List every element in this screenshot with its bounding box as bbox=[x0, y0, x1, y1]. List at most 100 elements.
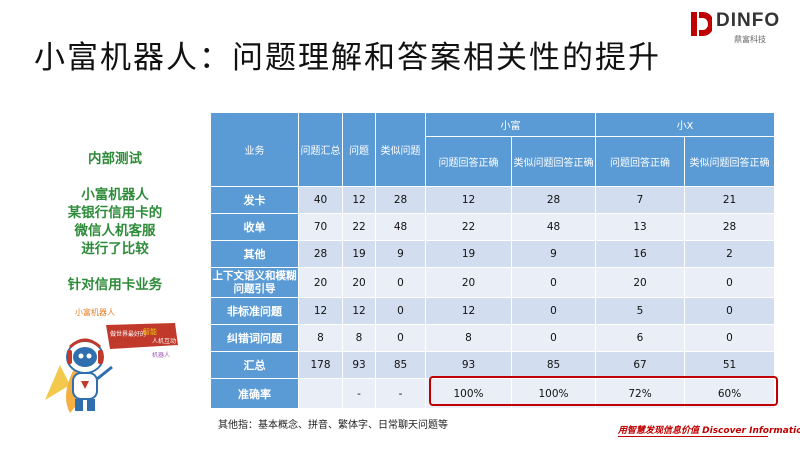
table-cell: 19 bbox=[425, 240, 512, 268]
slide-title: 小富机器人：问题理解和答案相关性的提升 bbox=[34, 40, 661, 76]
table-row: 收单 70 22 48 22 48 13 28 bbox=[210, 213, 775, 241]
table-cell: 0 bbox=[684, 267, 775, 298]
table-cell: 0 bbox=[511, 267, 596, 298]
row-label: 其他 bbox=[210, 240, 299, 268]
table-cell: - bbox=[375, 378, 426, 409]
table-cell: 22 bbox=[342, 213, 376, 241]
table-row: 上下文语义和模糊问题引导 20 20 0 20 0 20 0 bbox=[210, 267, 775, 298]
table-cell: 178 bbox=[298, 351, 343, 379]
table-cell: 40 bbox=[298, 186, 343, 214]
header-group-b: 小X bbox=[595, 112, 775, 137]
table-cell: 85 bbox=[511, 351, 596, 379]
table-cell: 12 bbox=[425, 297, 512, 325]
mascot-label: 机器人 bbox=[152, 351, 170, 359]
table-cell: 16 bbox=[595, 240, 685, 268]
table-cell: 21 bbox=[684, 186, 775, 214]
row-label: 汇总 bbox=[210, 351, 299, 379]
table-cell: 7 bbox=[595, 186, 685, 214]
table-cell: 12 bbox=[342, 297, 376, 325]
left-line: 进行了比较 bbox=[81, 241, 149, 257]
row-label: 准确率 bbox=[210, 378, 299, 409]
header-a-correct: 问题回答正确 bbox=[425, 136, 512, 187]
table-cell: 0 bbox=[684, 324, 775, 352]
slogan-underline bbox=[618, 436, 768, 437]
table-cell: 0 bbox=[511, 297, 596, 325]
left-line: 针对信用卡业务 bbox=[67, 277, 163, 293]
mascot-label: 做世界最好的 bbox=[110, 330, 146, 338]
table-cell: 19 bbox=[342, 240, 376, 268]
table-cell: - bbox=[342, 378, 376, 409]
logo-subtext: 鼎富科技 bbox=[734, 35, 766, 44]
mascot-label: 小富机器人 bbox=[75, 307, 115, 317]
row-label: 发卡 bbox=[210, 186, 299, 214]
table-cell: 28 bbox=[511, 186, 596, 214]
table-cell bbox=[298, 378, 343, 409]
table-row: 准确率 - - 100% 100% 72% 60% bbox=[210, 378, 775, 409]
row-label: 收单 bbox=[210, 213, 299, 241]
table-cell: 67 bbox=[595, 351, 685, 379]
row-label: 纠错词问题 bbox=[210, 324, 299, 352]
table-row: 发卡 40 12 28 12 28 7 21 bbox=[210, 186, 775, 214]
table-cell: 0 bbox=[375, 324, 426, 352]
accuracy-highlight-box bbox=[429, 376, 778, 406]
table-cell: 48 bbox=[375, 213, 426, 241]
table-cell: 12 bbox=[298, 297, 343, 325]
table-cell: 5 bbox=[595, 297, 685, 325]
table-cell: 12 bbox=[342, 186, 376, 214]
header-group-a: 小富 bbox=[425, 112, 596, 137]
header-summary: 问题汇总 bbox=[298, 112, 343, 187]
table-cell: 13 bbox=[595, 213, 685, 241]
table-cell: 8 bbox=[342, 324, 376, 352]
table-cell: 2 bbox=[684, 240, 775, 268]
row-label: 非标准问题 bbox=[210, 297, 299, 325]
table-cell: 22 bbox=[425, 213, 512, 241]
left-line: 小富机器人 bbox=[81, 187, 149, 203]
table-cell: 100% bbox=[425, 378, 512, 409]
logo-text: DINFO bbox=[716, 10, 781, 31]
table-cell: 28 bbox=[375, 186, 426, 214]
left-line: 某银行信用卡的 bbox=[67, 205, 163, 221]
header-questions: 问题 bbox=[342, 112, 376, 187]
table-cell: 0 bbox=[511, 324, 596, 352]
table-cell: 0 bbox=[375, 267, 426, 298]
table-cell: 12 bbox=[425, 186, 512, 214]
table-cell: 93 bbox=[425, 351, 512, 379]
table-row: 汇总 178 93 85 93 85 67 51 bbox=[210, 351, 775, 379]
table-cell: 20 bbox=[342, 267, 376, 298]
header-b-similar: 类似问题回答正确 bbox=[684, 136, 775, 187]
header-b-correct: 问题回答正确 bbox=[595, 136, 685, 187]
header-similar: 类似问题 bbox=[375, 112, 426, 187]
table-cell: 72% bbox=[595, 378, 685, 409]
table-cell: 6 bbox=[595, 324, 685, 352]
table-cell: 8 bbox=[425, 324, 512, 352]
table-cell: 70 bbox=[298, 213, 343, 241]
table-cell: 100% bbox=[511, 378, 596, 409]
table-cell: 20 bbox=[425, 267, 512, 298]
table-cell: 0 bbox=[684, 297, 775, 325]
left-line: 内部测试 bbox=[88, 151, 142, 167]
table-cell: 60% bbox=[684, 378, 775, 409]
table-cell: 51 bbox=[684, 351, 775, 379]
table-cell: 93 bbox=[342, 351, 376, 379]
left-summary: 内部测试 小富机器人 某银行信用卡的 微信人机客服 进行了比较 针对信用卡业务 bbox=[40, 150, 190, 294]
table-cell: 28 bbox=[684, 213, 775, 241]
table-cell: 9 bbox=[375, 240, 426, 268]
table-cell: 0 bbox=[375, 297, 426, 325]
table-cell: 8 bbox=[298, 324, 343, 352]
table-cell: 20 bbox=[595, 267, 685, 298]
table-cell: 9 bbox=[511, 240, 596, 268]
dinfo-logo: DINFO 鼎富科技 bbox=[690, 8, 795, 48]
table-cell: 20 bbox=[298, 267, 343, 298]
table-row: 非标准问题 12 12 0 12 0 5 0 bbox=[210, 297, 775, 325]
footnote: 其他指：基本概念、拼音、繁体字、日常聊天问题等 bbox=[218, 420, 448, 431]
dinfo-logo-icon bbox=[691, 12, 712, 36]
header-a-similar: 类似问题回答正确 bbox=[511, 136, 596, 187]
table-cell: 85 bbox=[375, 351, 426, 379]
row-label: 上下文语义和模糊问题引导 bbox=[210, 267, 299, 298]
table-cell: 28 bbox=[298, 240, 343, 268]
table-row: 纠错词问题 8 8 0 8 0 6 0 bbox=[210, 324, 775, 352]
company-slogan: 用智慧发现信息价值 Discover Information bbox=[618, 426, 800, 436]
comparison-table: 业务 问题汇总 问题 类似问题 小富 小X 问题回答正确 类似问题回答正确 问题… bbox=[210, 112, 775, 409]
robot-mascot-image: 小富机器人 做世界最好的 智能 人机互动 机器人 bbox=[45, 307, 178, 413]
header-business: 业务 bbox=[210, 112, 299, 187]
